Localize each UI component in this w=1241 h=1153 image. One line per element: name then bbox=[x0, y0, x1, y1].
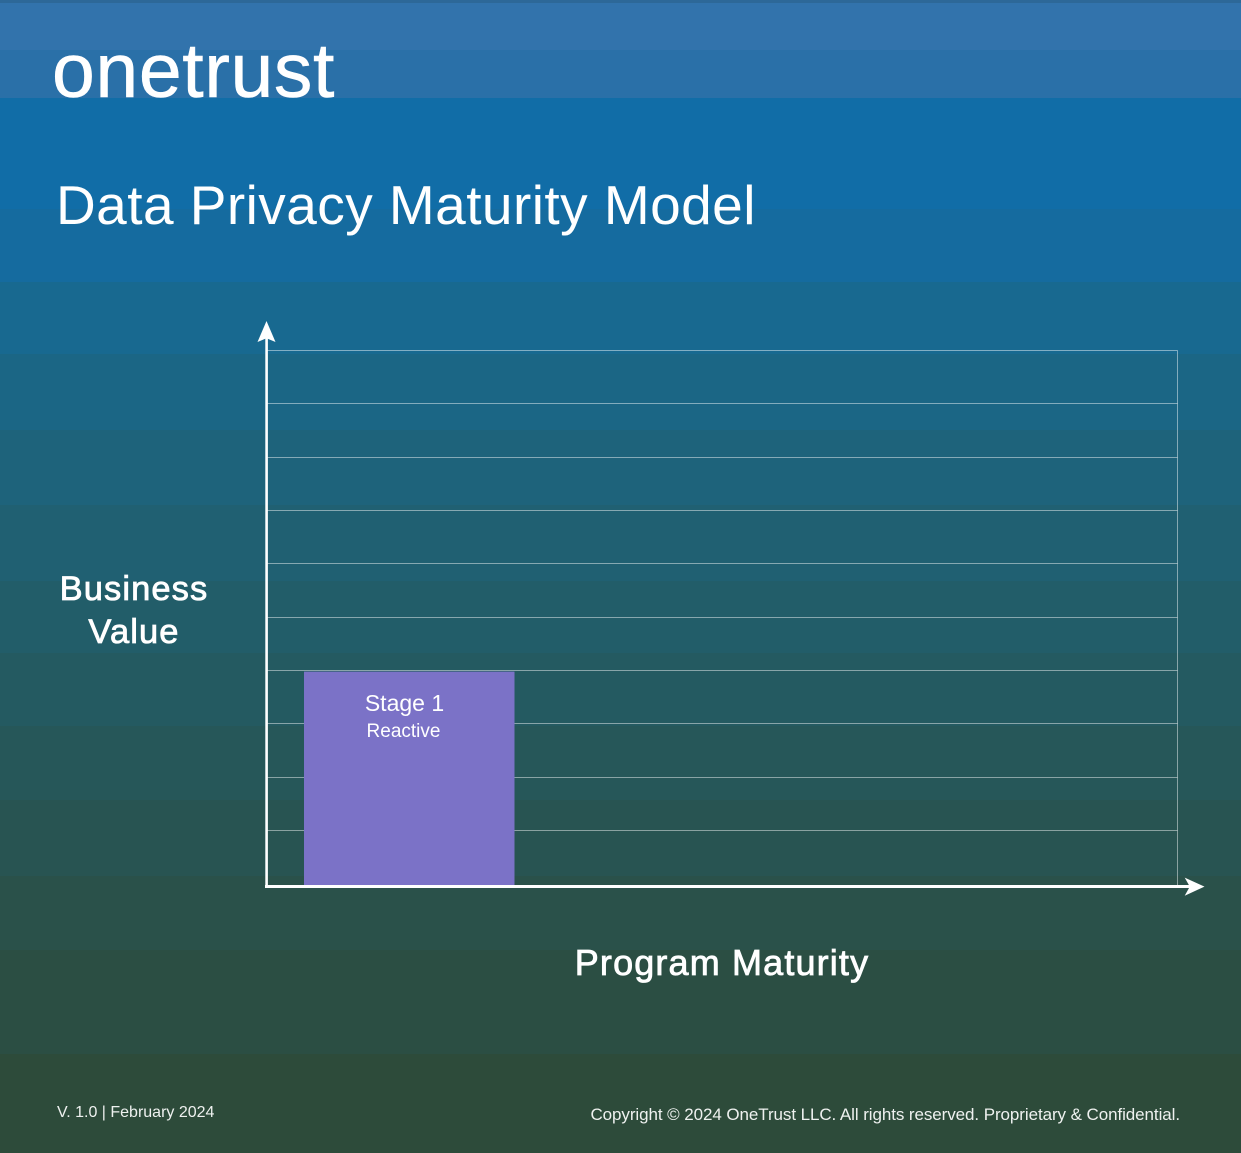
svg-text:Stage 1: Stage 1 bbox=[365, 690, 444, 716]
svg-text:Reactive: Reactive bbox=[367, 721, 441, 742]
